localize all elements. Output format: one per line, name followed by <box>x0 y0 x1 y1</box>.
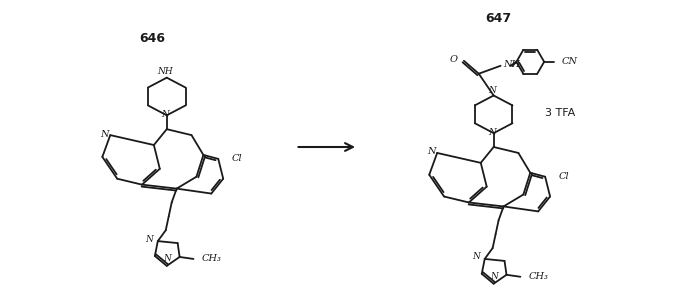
Text: 647: 647 <box>486 12 512 25</box>
Text: N: N <box>488 128 496 137</box>
Text: CH₃: CH₃ <box>528 272 548 281</box>
Text: N: N <box>161 110 169 119</box>
Text: Cl: Cl <box>232 154 243 163</box>
Text: NH: NH <box>503 60 521 69</box>
Text: N: N <box>490 272 498 281</box>
Text: CN: CN <box>562 57 578 66</box>
Text: N: N <box>163 255 171 263</box>
Text: Cl: Cl <box>559 172 570 181</box>
Text: N: N <box>427 148 435 156</box>
Text: N: N <box>488 86 496 95</box>
Text: CH₃: CH₃ <box>202 255 221 263</box>
Text: N: N <box>472 253 480 261</box>
Text: O: O <box>450 55 458 64</box>
Text: 3 TFA: 3 TFA <box>545 108 575 118</box>
Text: 646: 646 <box>139 32 165 45</box>
Text: N: N <box>145 235 153 244</box>
Text: N: N <box>100 130 108 139</box>
Text: NH: NH <box>157 67 173 76</box>
